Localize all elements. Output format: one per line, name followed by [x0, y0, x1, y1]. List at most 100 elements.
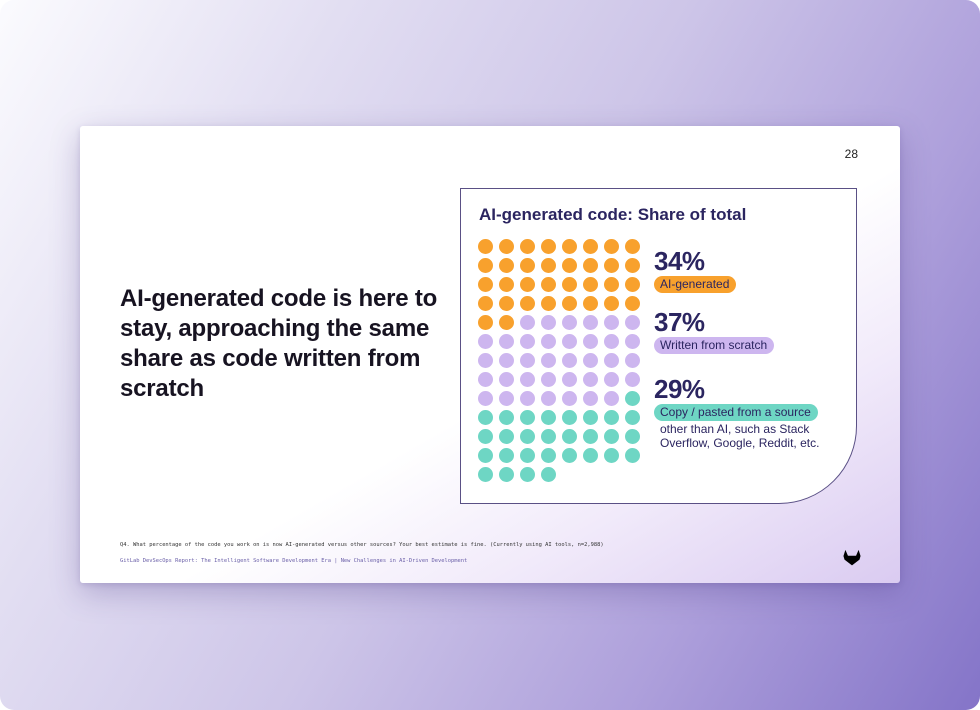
- report-slide: 28 AI-generated code is here to stay, ap…: [80, 126, 900, 583]
- waffle-dot: [562, 334, 577, 349]
- waffle-dot: [604, 429, 619, 444]
- waffle-dot: [562, 353, 577, 368]
- waffle-dot: [520, 258, 535, 273]
- waffle-dot: [478, 258, 493, 273]
- waffle-dot: [478, 334, 493, 349]
- waffle-dot: [520, 429, 535, 444]
- waffle-dot: [499, 315, 514, 330]
- waffle-dot: [583, 448, 598, 463]
- waffle-dot: [625, 391, 640, 406]
- waffle-dot: [520, 391, 535, 406]
- waffle-dot: [604, 258, 619, 273]
- waffle-dot: [541, 239, 556, 254]
- waffle-dot: [478, 277, 493, 292]
- waffle-dot: [583, 258, 598, 273]
- waffle-dot: [562, 429, 577, 444]
- stat-copy-pasted: 29% Copy / pasted from a source other th…: [654, 375, 840, 450]
- waffle-dot: [499, 391, 514, 406]
- stat-label-pill: Copy / pasted from a source: [654, 404, 818, 421]
- waffle-dot: [541, 315, 556, 330]
- waffle-dot: [478, 315, 493, 330]
- waffle-dot: [625, 296, 640, 311]
- waffle-dot: [604, 296, 619, 311]
- waffle-dot: [499, 334, 514, 349]
- waffle-dot: [625, 258, 640, 273]
- waffle-dot: [541, 467, 556, 482]
- waffle-dot: [541, 372, 556, 387]
- stat-note: other than AI, such as Stack Overflow, G…: [660, 422, 820, 450]
- stat-label-pill: Written from scratch: [654, 337, 775, 354]
- waffle-dot: [562, 448, 577, 463]
- waffle-dot: [520, 277, 535, 292]
- waffle-dot: [625, 410, 640, 425]
- waffle-dot: [520, 448, 535, 463]
- waffle-dot: [625, 448, 640, 463]
- waffle-dot: [541, 448, 556, 463]
- waffle-dot: [583, 429, 598, 444]
- waffle-dot: [604, 239, 619, 254]
- waffle-dot: [520, 353, 535, 368]
- waffle-dot: [562, 391, 577, 406]
- waffle-dot: [583, 334, 598, 349]
- waffle-dot: [625, 353, 640, 368]
- waffle-dot: [541, 391, 556, 406]
- waffle-dot: [562, 410, 577, 425]
- waffle-dot: [625, 429, 640, 444]
- waffle-dot: [520, 334, 535, 349]
- waffle-dot: [478, 353, 493, 368]
- stat-value: 34%: [654, 246, 705, 276]
- waffle-dot: [583, 410, 598, 425]
- waffle-dot: [478, 372, 493, 387]
- waffle-dot: [520, 467, 535, 482]
- waffle-dot: [478, 467, 493, 482]
- waffle-dot: [625, 372, 640, 387]
- stat-value: 37%: [654, 307, 705, 337]
- waffle-dot: [499, 277, 514, 292]
- page-number: 28: [844, 147, 858, 161]
- waffle-dot: [562, 296, 577, 311]
- gitlab-tanuki-icon: [843, 549, 861, 566]
- waffle-dot: [478, 391, 493, 406]
- waffle-dot: [583, 391, 598, 406]
- waffle-dot: [478, 429, 493, 444]
- waffle-dot: [499, 372, 514, 387]
- waffle-dot: [625, 277, 640, 292]
- waffle-dot: [520, 372, 535, 387]
- waffle-dot: [541, 277, 556, 292]
- waffle-dot: [604, 391, 619, 406]
- waffle-dot: [520, 410, 535, 425]
- chart-card: AI-generated code: Share of total 34% AI…: [460, 188, 857, 504]
- waffle-dot: [562, 239, 577, 254]
- waffle-dot: [583, 372, 598, 387]
- waffle-dot: [499, 467, 514, 482]
- waffle-dot: [541, 334, 556, 349]
- waffle-dot: [562, 315, 577, 330]
- waffle-dot: [541, 353, 556, 368]
- waffle-dot: [604, 353, 619, 368]
- waffle-dot: [499, 429, 514, 444]
- waffle-dot: [604, 410, 619, 425]
- waffle-dot: [583, 353, 598, 368]
- waffle-dot: [604, 277, 619, 292]
- waffle-dot: [604, 372, 619, 387]
- waffle-grid: [478, 239, 640, 482]
- chart-title: AI-generated code: Share of total: [479, 205, 747, 224]
- waffle-dot: [499, 353, 514, 368]
- waffle-dot: [583, 239, 598, 254]
- stat-written-from-scratch: 37% Written from scratch: [654, 307, 775, 354]
- slide-headline: AI-generated code is here to stay, appro…: [120, 285, 438, 402]
- waffle-dot: [478, 448, 493, 463]
- report-source: GitLab DevSecOps Report: The Intelligent…: [120, 558, 468, 564]
- waffle-dot: [604, 334, 619, 349]
- waffle-dot: [499, 296, 514, 311]
- waffle-dot: [625, 315, 640, 330]
- waffle-dot: [541, 258, 556, 273]
- waffle-dot: [499, 239, 514, 254]
- stat-ai-generated: 34% AI-generated: [654, 246, 737, 293]
- waffle-dot: [541, 410, 556, 425]
- waffle-dot: [625, 239, 640, 254]
- waffle-dot: [520, 239, 535, 254]
- waffle-dot: [583, 315, 598, 330]
- waffle-dot: [478, 410, 493, 425]
